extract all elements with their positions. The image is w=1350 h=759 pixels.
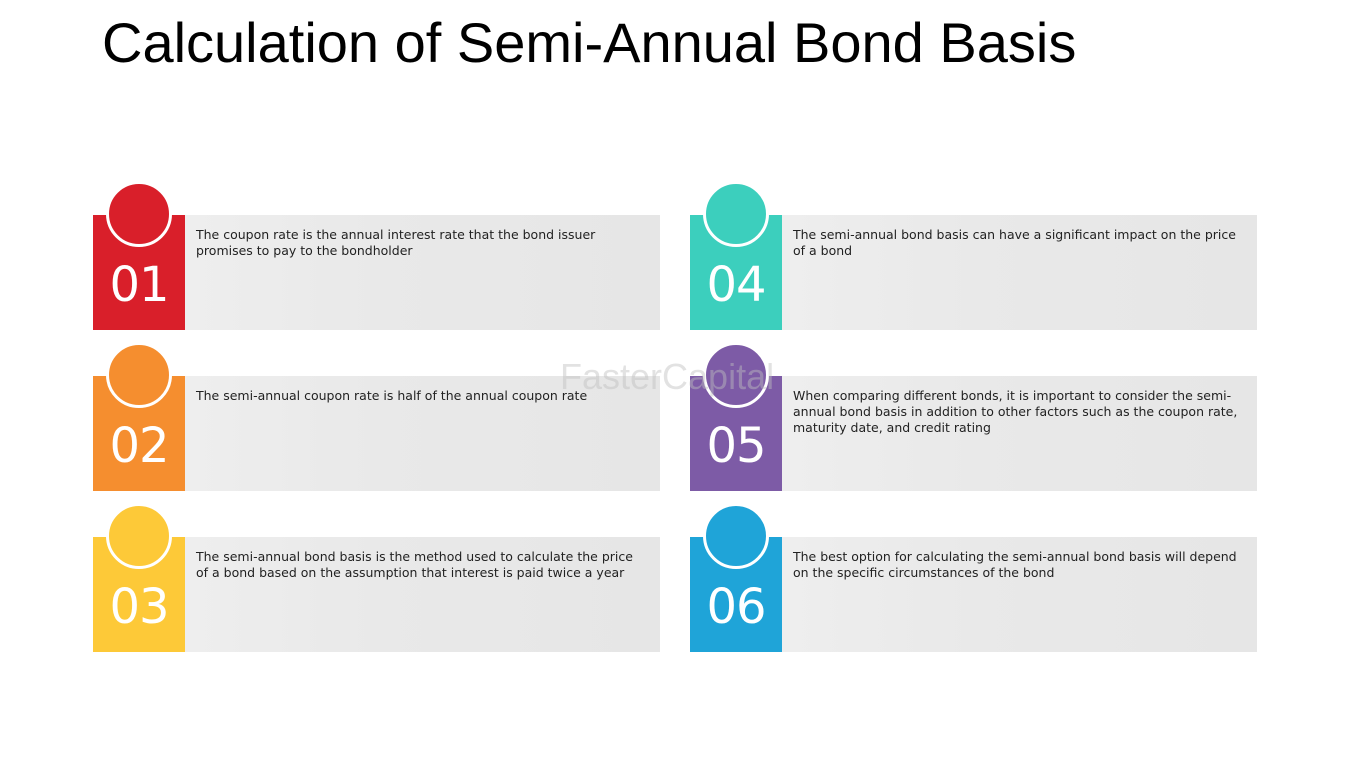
number-circle [703, 342, 769, 408]
number-circle [703, 181, 769, 247]
card-text: The semi-annual coupon rate is half of t… [196, 388, 588, 403]
card-panel [782, 215, 1257, 330]
card-text: The semi-annual bond basis is the method… [196, 549, 633, 580]
card-panel [782, 537, 1257, 652]
card-text: When comparing different bonds, it is im… [793, 388, 1238, 435]
title: Calculation of Semi-Annual Bond Basis [102, 11, 1077, 74]
number-circle [106, 342, 172, 408]
card-panel [782, 376, 1257, 491]
watermark: FasterCapital [560, 356, 775, 397]
card-text: The coupon rate is the annual interest r… [196, 227, 596, 258]
card-number: 06 [706, 579, 766, 635]
card-number: 05 [706, 418, 766, 474]
card-number: 04 [706, 257, 766, 313]
card-panel [185, 537, 660, 652]
number-circle [106, 181, 172, 247]
card-text: The semi-annual bond basis can have a si… [793, 227, 1236, 258]
card-number: 03 [109, 579, 169, 635]
card-panel [185, 376, 660, 491]
card-text: The best option for calculating the semi… [793, 549, 1237, 580]
card-number: 01 [109, 257, 169, 313]
card-number: 02 [109, 418, 169, 474]
card-panel [185, 215, 660, 330]
number-circle [106, 503, 172, 569]
number-circle [703, 503, 769, 569]
